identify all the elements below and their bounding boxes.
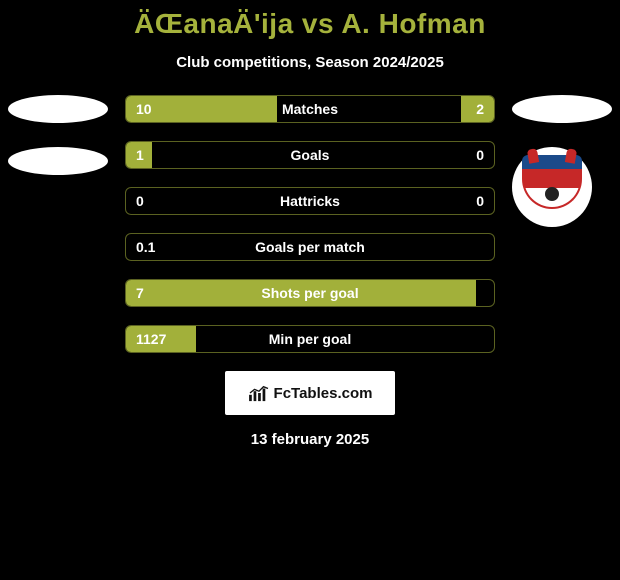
- page-subtitle: Club competitions, Season 2024/2025: [0, 54, 620, 71]
- stat-row: 00Hattricks: [125, 187, 495, 215]
- branding-text: FcTables.com: [274, 385, 373, 402]
- stat-row: 7Shots per goal: [125, 279, 495, 307]
- stat-label: Matches: [126, 96, 494, 122]
- comparison-chart: 102Matches 10Goals 00Hattricks 0.1Goals per…: [0, 95, 620, 353]
- avatar-placeholder: [512, 95, 612, 123]
- club-crest: [512, 147, 592, 227]
- chart-icon: [248, 384, 270, 402]
- bars-container: 102Matches 10Goals 00Hattricks 0.1Goals per…: [125, 95, 495, 353]
- page-root: ÄŒanaÄ'ija vs A. Hofman Club competition…: [0, 0, 620, 580]
- right-player-badges: [512, 95, 612, 227]
- crest-graphic: [522, 155, 582, 219]
- footer-date: 13 february 2025: [0, 431, 620, 448]
- stat-row: 10Goals: [125, 141, 495, 169]
- stat-row: 102Matches: [125, 95, 495, 123]
- stat-label: Goals: [126, 142, 494, 168]
- club-placeholder: [8, 147, 108, 175]
- left-player-badges: [8, 95, 108, 199]
- page-title: ÄŒanaÄ'ija vs A. Hofman: [0, 8, 620, 40]
- stat-label: Shots per goal: [126, 280, 494, 306]
- avatar-placeholder: [8, 95, 108, 123]
- stat-row: 1127Min per goal: [125, 325, 495, 353]
- stat-label: Min per goal: [126, 326, 494, 352]
- branding-badge: FcTables.com: [225, 371, 395, 415]
- stat-row: 0.1Goals per match: [125, 233, 495, 261]
- stat-label: Hattricks: [126, 188, 494, 214]
- stat-label: Goals per match: [126, 234, 494, 260]
